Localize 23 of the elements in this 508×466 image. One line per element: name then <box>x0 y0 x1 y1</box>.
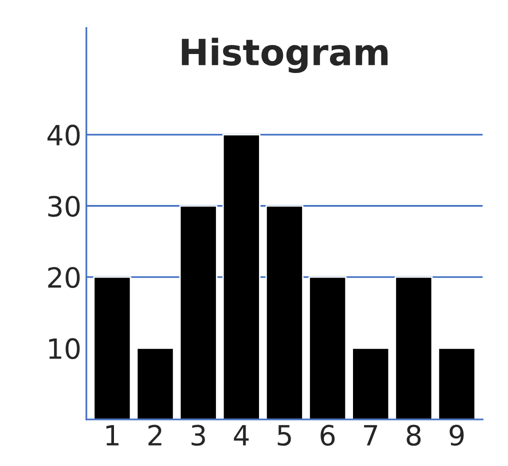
x-tick-label: 7 <box>364 425 378 446</box>
x-tick-label: 1 <box>106 425 118 446</box>
bar <box>308 276 347 420</box>
bar <box>352 348 390 420</box>
bar <box>222 134 260 420</box>
bar <box>136 348 174 420</box>
x-tick-label: 9 <box>450 424 464 446</box>
bar <box>438 348 476 420</box>
y-tick-label: 40 <box>48 124 80 146</box>
x-tick-label: 8 <box>406 424 421 446</box>
x-tick-label: 6 <box>320 424 335 446</box>
x-tick-label: 3 <box>192 424 205 446</box>
bar <box>93 276 132 420</box>
bar <box>265 205 304 420</box>
x-tick-label: 4 <box>234 425 249 446</box>
x-tick-label: 2 <box>148 424 162 446</box>
y-tick-label: 10 <box>49 338 80 360</box>
bar <box>394 276 433 420</box>
chart-title: Histogram <box>182 38 388 73</box>
y-tick-label: 30 <box>48 196 80 217</box>
x-tick-label: 5 <box>278 425 291 446</box>
y-tick-label: 20 <box>48 266 80 288</box>
bar <box>179 205 218 420</box>
